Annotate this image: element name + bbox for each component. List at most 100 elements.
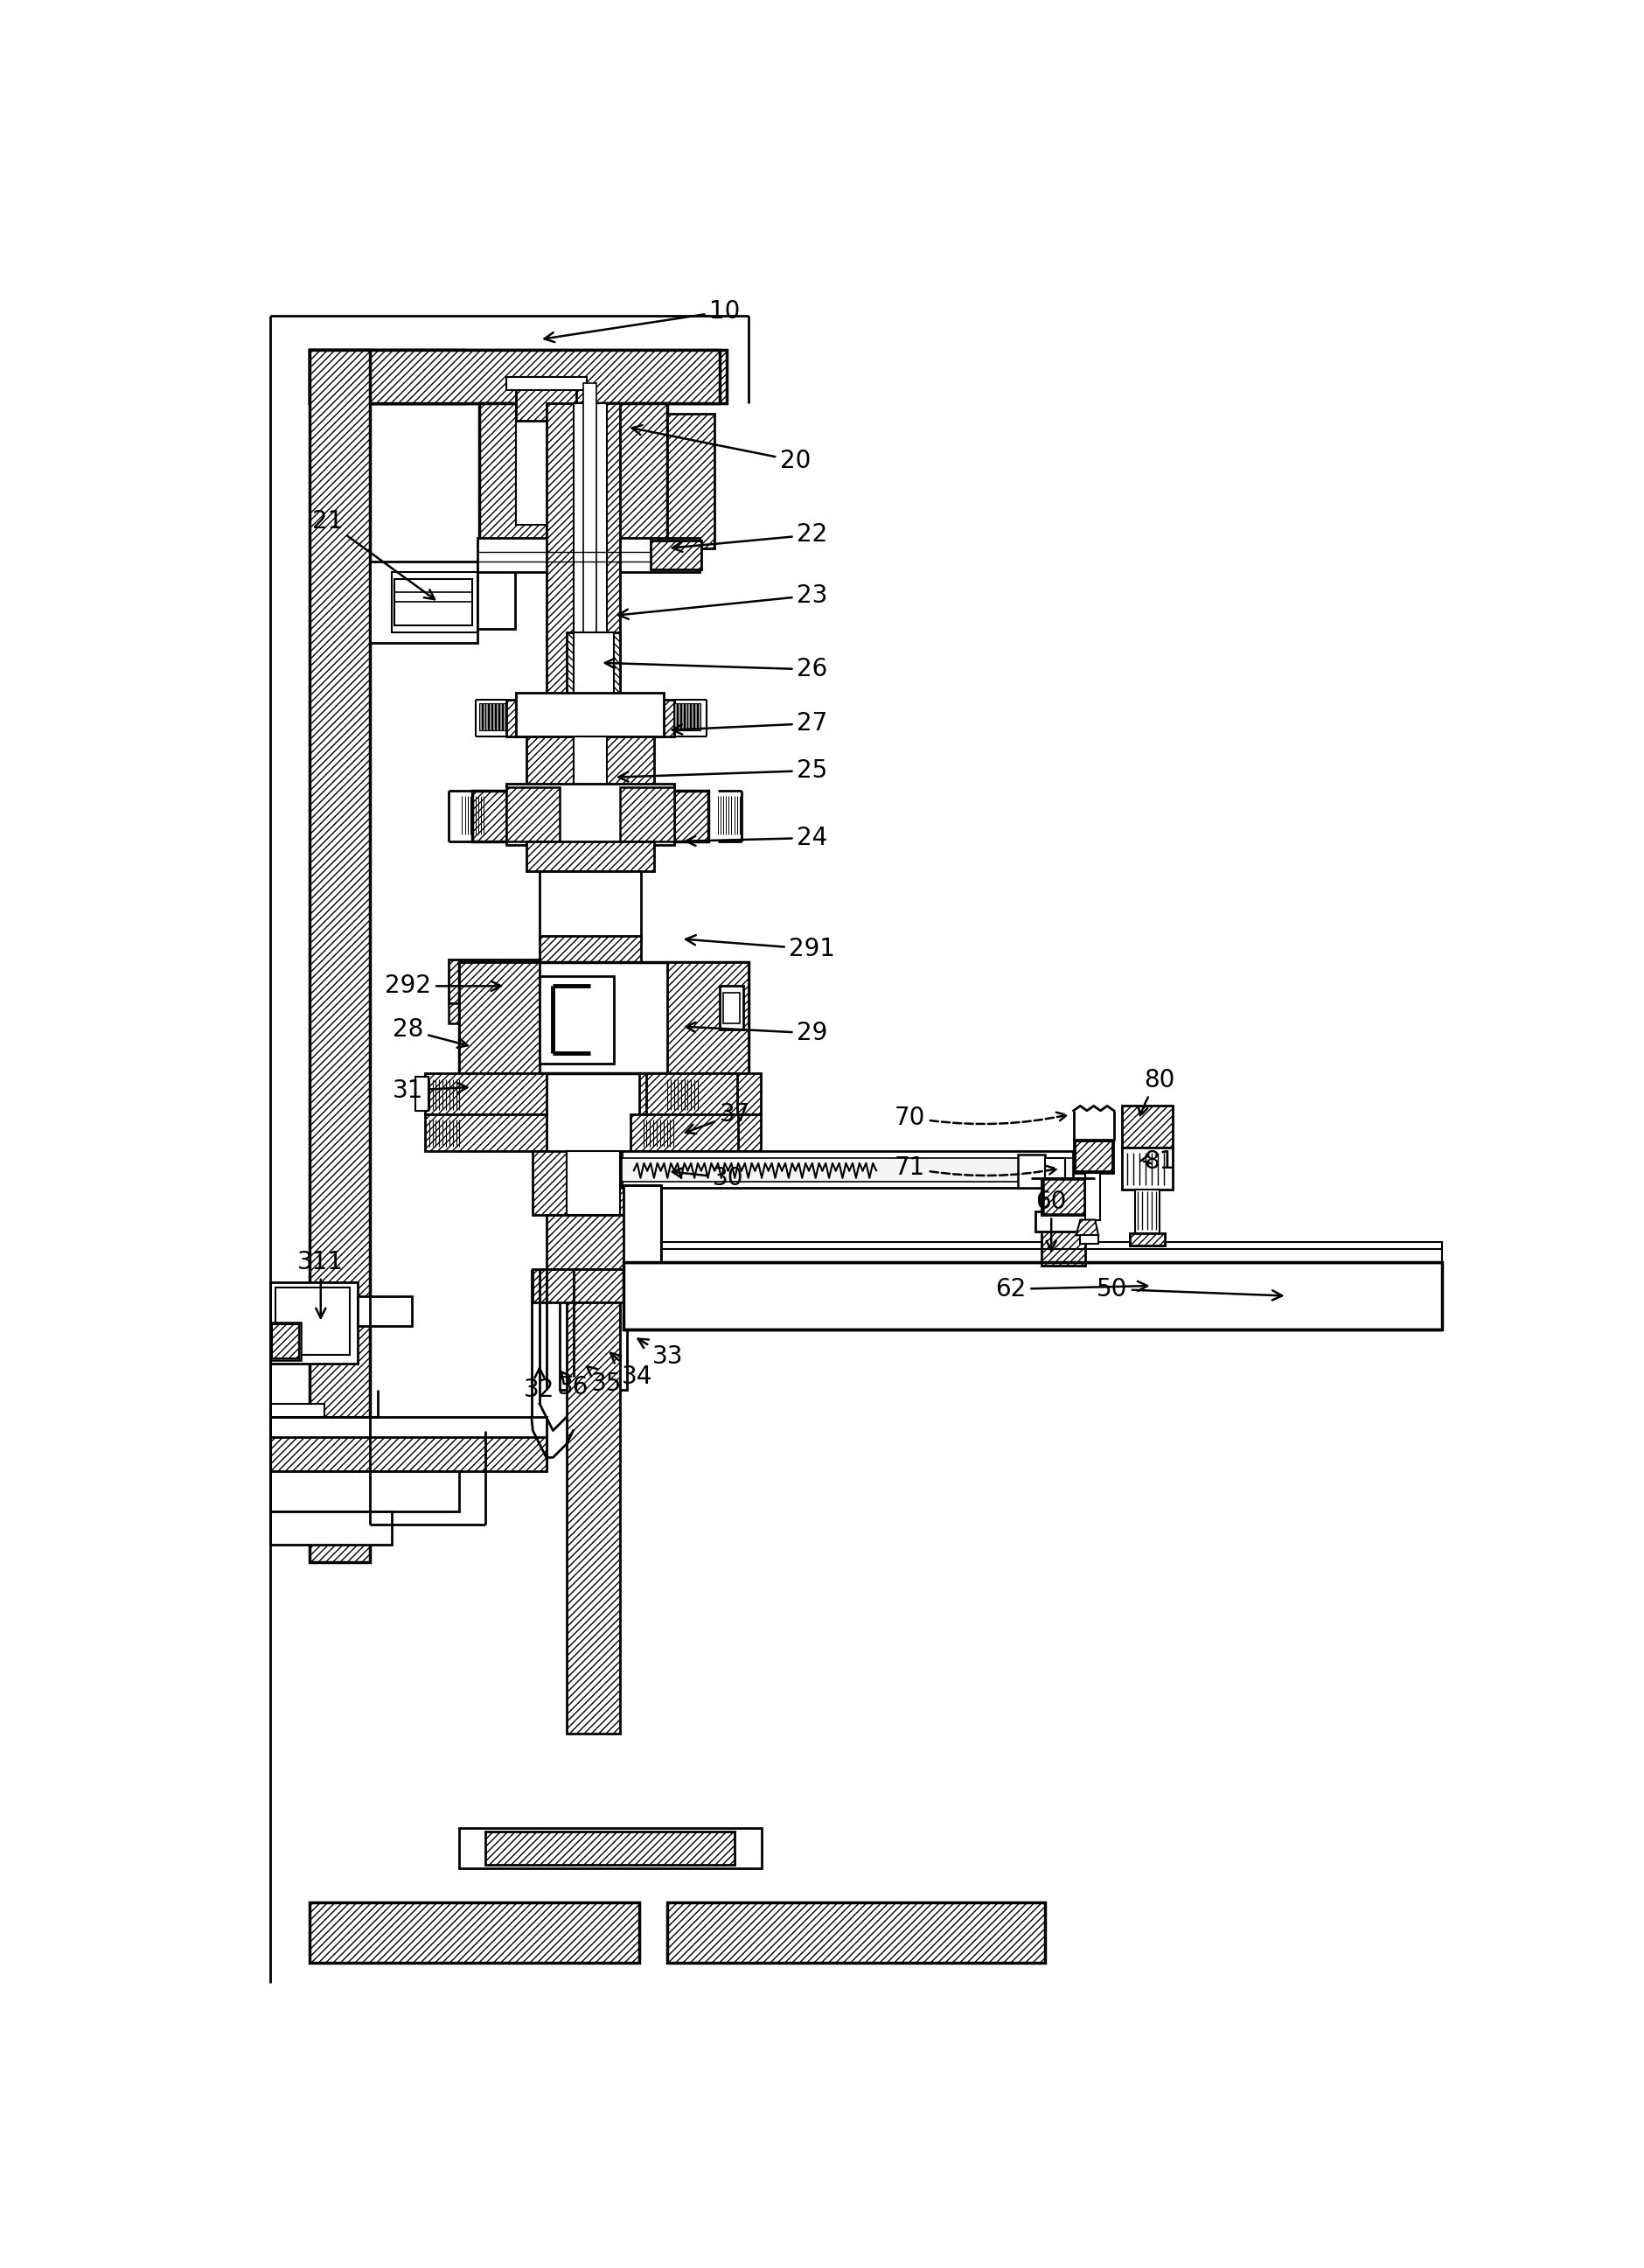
Bar [567,1302,620,1733]
Bar [667,1903,1044,1962]
Bar [1075,1141,1111,1170]
Text: 26: 26 [605,658,827,683]
Bar [621,1152,1074,1188]
Text: 10: 10 [544,299,740,342]
Text: 23: 23 [618,583,827,619]
Bar [526,841,654,871]
Bar [1121,1107,1172,1148]
Text: 28: 28 [393,1018,467,1048]
Bar [270,1322,301,1361]
Bar [500,703,501,730]
Bar [1129,1234,1164,1245]
Bar [270,1418,546,1467]
Bar [426,1114,546,1152]
Bar [720,987,743,1030]
Bar [516,383,577,420]
Bar [743,1077,756,1111]
Bar [667,413,715,549]
Bar [1074,1139,1113,1173]
Bar [370,562,478,642]
Bar [270,1404,324,1445]
Bar [623,1263,1442,1329]
Bar [690,703,694,730]
Text: 22: 22 [672,522,827,551]
Bar [1075,1141,1111,1170]
Bar [533,1152,654,1216]
Bar [506,787,559,841]
Bar [395,578,472,626]
Bar [309,349,727,404]
Bar [449,1002,539,1023]
Bar [651,540,700,569]
Bar [493,703,495,730]
Text: 34: 34 [610,1354,653,1388]
Text: 20: 20 [631,424,810,474]
Bar [506,376,587,390]
Bar [533,1268,654,1302]
Bar [621,1159,1074,1182]
Bar [640,1114,761,1152]
Bar [567,633,620,701]
Bar [1121,1148,1172,1188]
Bar [516,404,597,524]
Bar [1036,1211,1092,1232]
Bar [546,404,620,733]
Text: 33: 33 [638,1338,682,1368]
Bar [478,538,700,572]
Bar [309,349,370,1563]
Bar [697,703,700,730]
Bar [1018,1154,1044,1188]
Bar [687,703,690,730]
Bar [1042,1229,1085,1266]
Bar [503,703,505,730]
Bar [567,1152,620,1216]
Bar [674,703,677,730]
Bar [276,1288,350,1356]
Bar [309,349,464,404]
Text: 36: 36 [557,1370,589,1399]
Text: 60: 60 [1036,1188,1067,1250]
Bar [358,1295,411,1327]
Polygon shape [1077,1220,1098,1236]
Bar [1129,1234,1164,1245]
Bar [309,1903,640,1962]
Bar [723,993,740,1023]
Bar [574,737,607,792]
Text: 31: 31 [393,1077,467,1102]
Bar [677,703,681,730]
Bar [472,792,709,841]
Text: 311: 311 [298,1250,344,1318]
Bar [539,975,613,1064]
Bar [270,1281,358,1363]
Bar [1042,1177,1085,1216]
Bar [1044,1159,1065,1184]
Text: 50: 50 [1097,1277,1282,1302]
Bar [506,701,674,737]
Bar [684,703,687,730]
Bar [574,633,613,701]
Bar [1085,1173,1100,1220]
Bar [694,703,697,730]
Bar [270,1438,546,1472]
Bar [574,404,607,733]
Bar [270,1472,459,1510]
Bar [539,934,641,962]
Bar [478,569,515,628]
Bar [584,383,597,855]
Bar [559,1268,626,1390]
Text: 80: 80 [1138,1068,1174,1116]
Text: 62: 62 [996,1277,1148,1302]
Text: 30: 30 [672,1166,743,1191]
Text: 21: 21 [312,508,434,599]
Bar [1134,1188,1159,1234]
Bar [414,1077,429,1111]
Text: 37: 37 [686,1102,750,1134]
Bar [426,1073,546,1114]
Text: 24: 24 [686,826,827,850]
Text: 35: 35 [587,1365,623,1395]
Bar [667,962,748,1073]
Text: 29: 29 [686,1021,827,1046]
Bar [270,1510,391,1545]
Bar [526,737,654,792]
Bar [630,1114,738,1152]
